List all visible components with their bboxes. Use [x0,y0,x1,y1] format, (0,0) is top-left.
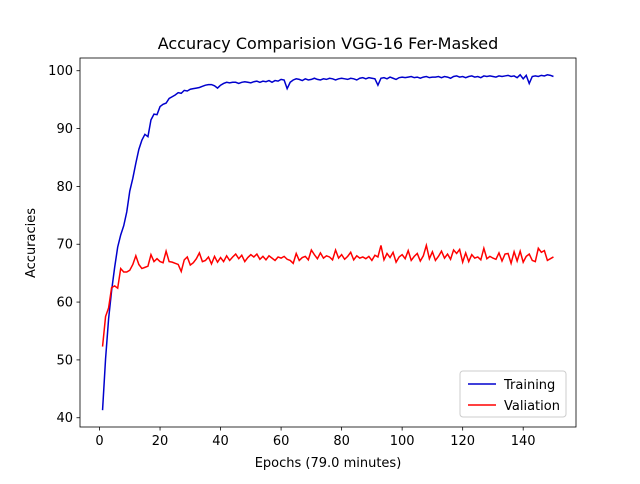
x-tick-label: 20 [152,434,169,449]
x-tick-label: 100 [390,434,415,449]
y-tick-label: 80 [56,180,73,195]
x-tick-label: 140 [511,434,536,449]
x-tick-label: 120 [450,434,475,449]
y-axis-label: Accuracies [24,208,39,278]
legend-label: Valiation [504,399,560,414]
x-tick-label: 0 [95,434,103,449]
x-tick-label: 80 [333,434,350,449]
y-tick-label: 50 [56,353,73,368]
x-tick-label: 40 [212,434,229,449]
y-tick-label: 40 [56,411,73,426]
x-axis-label: Epochs (79.0 minutes) [255,456,402,471]
line-series [101,73,554,411]
line-series [101,242,554,347]
y-tick-label: 90 [56,122,73,137]
chart-title: Accuracy Comparision VGG-16 Fer-Masked [158,34,499,53]
y-tick-label: 70 [56,238,73,253]
legend-label: Training [503,378,555,393]
y-tick-label: 100 [48,64,73,79]
y-tick-label: 60 [56,296,73,311]
x-tick-label: 60 [273,434,290,449]
plot-frame [79,57,577,428]
